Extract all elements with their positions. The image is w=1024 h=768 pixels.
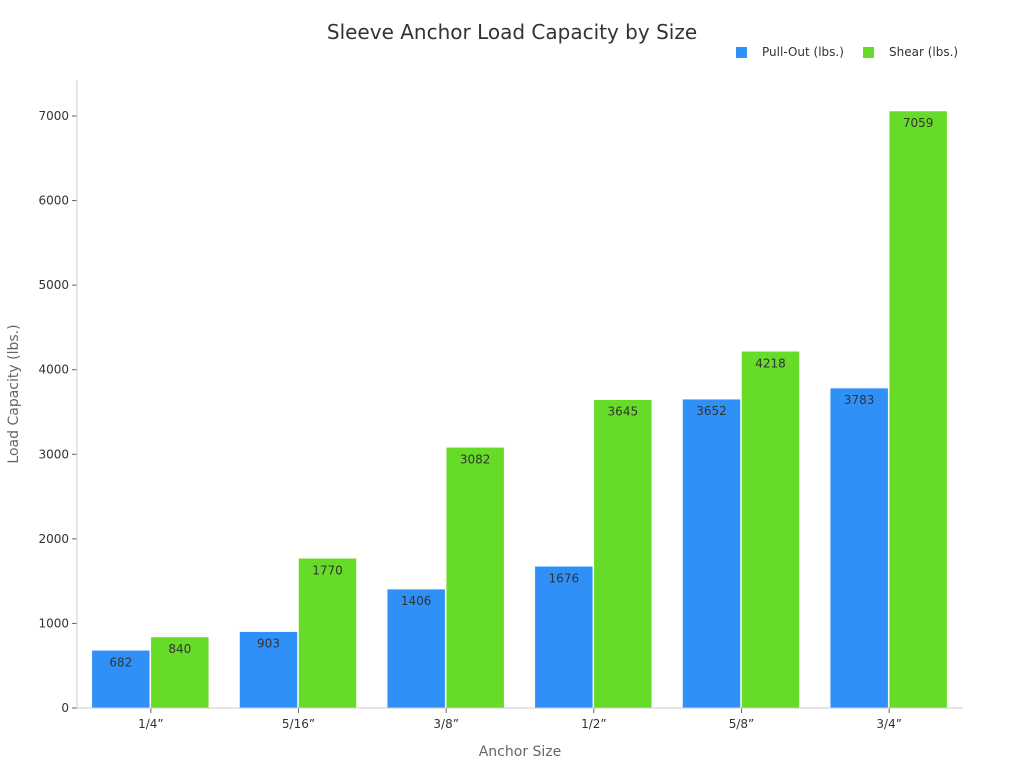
bar-shear <box>593 399 653 709</box>
y-axis-label: Load Capacity (lbs.) <box>6 324 22 463</box>
x-axis-label: Anchor Size <box>479 744 562 760</box>
data-label: 3645 <box>608 405 639 419</box>
x-tick-label: 3/8” <box>433 717 459 731</box>
data-label: 1770 <box>312 563 343 577</box>
bar-pull-out <box>91 650 151 709</box>
data-label: 3082 <box>460 452 491 466</box>
data-label: 1406 <box>401 594 432 608</box>
data-label: 3783 <box>844 393 875 407</box>
x-tick-label: 1/2” <box>581 717 607 731</box>
bar-pull-out <box>534 566 594 709</box>
data-label: 4218 <box>755 356 786 370</box>
bar-shear <box>741 351 800 709</box>
legend-label-pull-out: Pull-Out (lbs.) <box>762 45 844 59</box>
bar-shear <box>888 110 948 709</box>
legend-swatch-shear <box>863 46 874 58</box>
bar-pull-out <box>386 588 446 709</box>
data-label: 3652 <box>696 404 727 418</box>
y-tick-label: 4000 <box>38 363 69 377</box>
data-label: 682 <box>109 655 132 669</box>
bar-pull-out <box>829 387 889 709</box>
y-tick-label: 1000 <box>38 616 69 630</box>
data-label: 1676 <box>549 571 580 585</box>
x-tick-label: 1/4” <box>138 717 164 731</box>
bar-pull-out <box>239 631 298 709</box>
y-tick-label: 7000 <box>38 109 69 123</box>
bar-shear <box>445 447 505 709</box>
data-label: 903 <box>257 637 280 651</box>
legend-swatch-pull-out <box>736 46 747 58</box>
chart-title: Sleeve Anchor Load Capacity by Size <box>326 20 698 44</box>
y-tick-label: 3000 <box>38 447 69 461</box>
x-tick-label: 5/16” <box>282 717 315 731</box>
y-tick-label: 5000 <box>38 278 69 292</box>
legend-item-pull-out[interactable]: Pull-Out (lbs.) <box>736 45 844 59</box>
data-label: 7059 <box>903 116 934 130</box>
legend-label-shear: Shear (lbs.) <box>889 45 959 59</box>
y-tick-label: 6000 <box>38 194 69 208</box>
x-tick-label: 5/8” <box>729 717 755 731</box>
x-tick-label: 3/4” <box>876 717 902 731</box>
y-tick-label: 0 <box>61 701 69 715</box>
data-label: 840 <box>168 642 191 656</box>
bar-pull-out <box>682 398 741 709</box>
y-tick-label: 2000 <box>38 532 69 546</box>
bar-shear <box>298 558 357 709</box>
legend-item-shear[interactable]: Shear (lbs.) <box>863 45 958 59</box>
